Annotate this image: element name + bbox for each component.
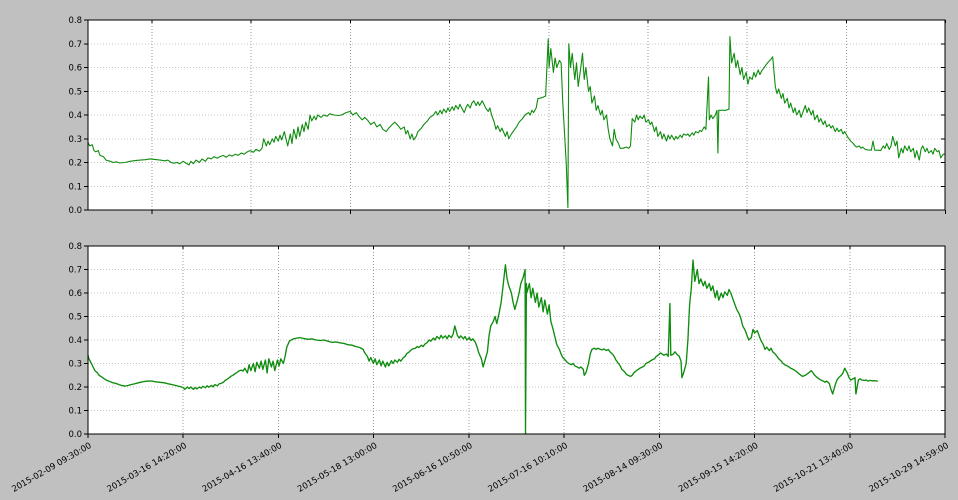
y-tick-label: 0.0 (68, 430, 82, 440)
y-tick-label: 0.1 (68, 407, 82, 417)
x-tick-label: 2015-02-09 09:30:00 (10, 441, 93, 495)
y-tick-label: 0.8 (68, 242, 82, 252)
x-tick-label: 2015-03-16 14:20:00 (106, 441, 189, 495)
series-line (87, 259, 878, 435)
y-tick-label: 0.4 (68, 336, 82, 346)
x-tick-label: 2015-10-21 13:40:00 (772, 441, 855, 495)
y-tick-label: 0.4 (68, 111, 82, 121)
y-tick-label: 0.2 (68, 159, 82, 169)
x-tick-label: 2015-06-16 10:50:00 (391, 441, 474, 495)
y-tick-label: 0.6 (68, 64, 82, 74)
bottom-chart: 0.0 0.1 0.2 0.3 0.4 0.5 0.6 0.7 0.8 2015-02-09 09… (10, 242, 950, 495)
x-tick-label: 2015-05-18 13:00:00 (296, 441, 379, 495)
series-line (87, 36, 946, 209)
top-chart: 0.0 0.1 0.2 0.3 0.4 0.5 0.6 0.7 0.8 (68, 16, 947, 216)
x-tick-label: 2015-04-16 13:40:00 (201, 441, 284, 495)
plot-area (88, 246, 945, 434)
plot-area (88, 20, 945, 210)
x-tick-label: 2015-09-15 14:20:00 (677, 441, 760, 495)
y-tick-label: 0.3 (68, 135, 82, 145)
x-tick-label: 2015-08-14 09:30:00 (582, 441, 665, 495)
y-tick-label: 0.1 (68, 182, 82, 192)
y-tick-label: 0.5 (68, 87, 82, 97)
y-tick-label: 0.5 (68, 313, 82, 323)
y-tick-label: 0.6 (68, 289, 82, 299)
x-tick-label: 2015-07-16 10:10:00 (487, 441, 570, 495)
y-tick-label: 0.8 (68, 16, 82, 26)
y-tick-label: 0.7 (68, 40, 82, 50)
y-tick-label: 0.0 (68, 206, 82, 216)
x-tick-label: 2015-10-29 14:59:00 (868, 441, 951, 495)
y-tick-label: 0.3 (68, 360, 82, 370)
y-tick-label: 0.2 (68, 383, 82, 393)
y-tick-label: 0.7 (68, 266, 82, 276)
